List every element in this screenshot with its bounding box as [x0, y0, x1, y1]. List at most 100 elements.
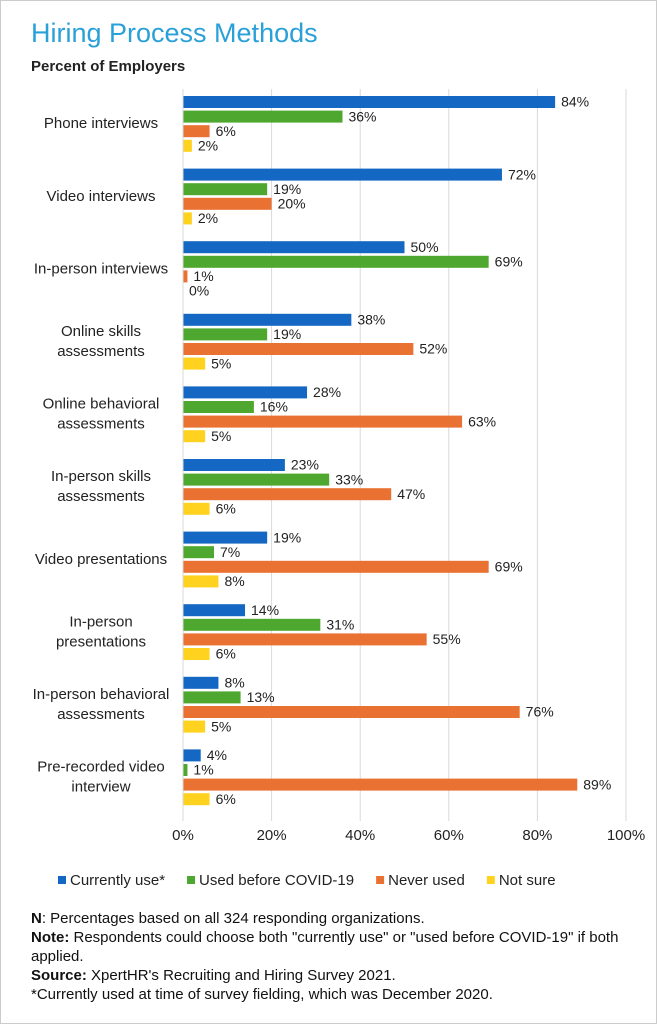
value-label: 50%: [411, 239, 439, 255]
bar: [183, 241, 405, 254]
legend-label: Used before COVID-19: [199, 872, 354, 889]
bar: [183, 604, 246, 617]
bar: [183, 197, 272, 210]
value-label: 89%: [583, 776, 611, 792]
value-label: 28%: [313, 384, 341, 400]
value-label: 38%: [357, 312, 385, 328]
value-label: 4%: [207, 747, 227, 763]
value-label: 31%: [326, 617, 354, 633]
bar: [183, 183, 268, 196]
bar: [183, 749, 201, 762]
category-label: Online skills: [61, 323, 141, 340]
bar: [183, 430, 206, 443]
bar: [183, 676, 219, 689]
value-label: 6%: [216, 501, 236, 517]
bar: [183, 212, 192, 225]
category-label: assessments: [57, 706, 145, 723]
bar: [183, 139, 192, 152]
bar: [183, 270, 188, 283]
category-label: In-person: [69, 613, 132, 630]
bar: [183, 459, 285, 471]
value-label: 5%: [211, 428, 231, 444]
bar: [183, 531, 268, 544]
value-label: 2%: [198, 210, 218, 226]
bar: [183, 502, 210, 515]
x-tick-label: 40%: [345, 827, 375, 844]
value-label: 55%: [433, 631, 461, 647]
legend-swatch: [486, 876, 495, 884]
value-label: 1%: [193, 762, 213, 778]
legend-label: Currently use*: [70, 872, 165, 889]
bar: [183, 778, 578, 791]
bar: [183, 691, 241, 704]
value-label: 14%: [251, 602, 279, 618]
note: Note: Respondents could choose both "cur…: [31, 928, 631, 966]
value-label: 23%: [291, 457, 319, 473]
x-tick-label: 100%: [607, 827, 645, 844]
bar: [183, 313, 352, 326]
value-label: 84%: [561, 94, 589, 110]
bar: [183, 720, 206, 733]
chart-subtitle: Percent of Employers: [31, 58, 185, 75]
bar: [183, 110, 343, 123]
category-label: Pre-recorded video: [37, 759, 165, 776]
bar: [183, 648, 210, 660]
category-label: Online behavioral: [43, 396, 160, 413]
legend-swatch: [58, 876, 66, 884]
bar: [183, 575, 219, 588]
bar: [183, 706, 520, 718]
x-tick-label: 60%: [434, 827, 464, 844]
note-label: N: [31, 910, 42, 927]
legend-swatch: [187, 876, 196, 884]
value-label: 19%: [273, 181, 301, 197]
category-label: Video presentations: [35, 551, 167, 568]
value-label: 69%: [495, 254, 523, 270]
value-label: 13%: [247, 689, 275, 705]
note: N: Percentages based on all 324 respondi…: [31, 909, 631, 928]
bar: [183, 546, 215, 559]
value-label: 20%: [278, 196, 306, 212]
legend-label: Never used: [388, 872, 465, 889]
value-label: 6%: [216, 791, 236, 807]
note-label: Source:: [31, 967, 87, 984]
value-label: 76%: [526, 704, 554, 720]
value-label: 16%: [260, 399, 288, 415]
bar: [183, 328, 268, 341]
bar: [183, 633, 427, 646]
bar: [183, 488, 392, 501]
value-label: 5%: [211, 355, 231, 371]
value-label: 33%: [335, 471, 363, 487]
bar: [183, 618, 321, 631]
note-text: : Percentages based on all 324 respondin…: [41, 910, 425, 927]
bar: [183, 793, 210, 806]
note-text: XpertHR's Recruiting and Hiring Survey 2…: [86, 967, 396, 984]
value-label: 2%: [198, 138, 218, 154]
value-label: 0%: [189, 283, 209, 299]
legend-label: Not sure: [499, 872, 556, 889]
category-label: Video interviews: [47, 188, 156, 205]
value-label: 8%: [224, 675, 244, 691]
bar: [183, 415, 463, 428]
category-label: assessments: [57, 343, 145, 360]
value-label: 8%: [224, 573, 244, 589]
bar: [183, 560, 489, 573]
x-tick-label: 20%: [257, 827, 287, 844]
value-label: 7%: [220, 544, 240, 560]
category-label: In-person behavioral: [33, 686, 170, 703]
bar: [183, 357, 206, 370]
value-label: 1%: [193, 268, 213, 284]
note: Source: XpertHR's Recruiting and Hiring …: [31, 966, 631, 985]
value-label: 63%: [468, 413, 496, 429]
category-label: assessments: [57, 488, 145, 505]
value-label: 19%: [273, 326, 301, 342]
value-label: 5%: [211, 718, 231, 734]
value-label: 36%: [348, 108, 376, 124]
bar: [183, 125, 210, 138]
bar: [183, 168, 502, 181]
bar: [183, 255, 489, 268]
bar: [183, 473, 330, 486]
x-tick-label: 0%: [172, 827, 194, 844]
value-label: 52%: [419, 341, 447, 357]
